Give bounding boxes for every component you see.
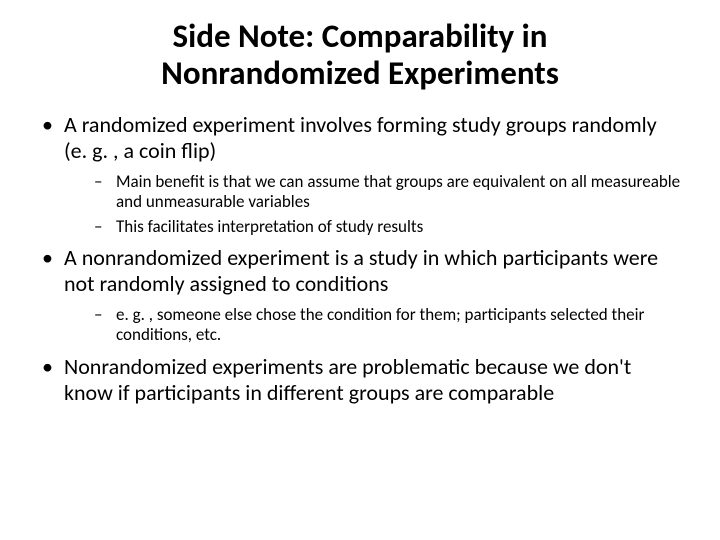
slide-container: Side Note: Comparability in Nonrandomize… [0,0,720,540]
bullet-1-sub-1: Main benefit is that we can assume that … [64,172,684,213]
bullet-1-sublist: Main benefit is that we can assume that … [64,172,684,237]
bullet-2-sub-1: e. g. , someone else chose the condition… [64,305,684,346]
bullet-3-text: Nonrandomized experiments are problemati… [64,353,631,406]
bullet-1-sub-2: This facilitates interpretation of study… [64,217,684,237]
slide-title: Side Note: Comparability in Nonrandomize… [36,18,684,92]
bullet-1: A randomized experiment involves forming… [36,112,684,237]
bullet-2: A nonrandomized experiment is a study in… [36,245,684,346]
bullet-2-text: A nonrandomized experiment is a study in… [64,244,658,297]
bullet-3: Nonrandomized experiments are problemati… [36,354,684,406]
bullet-1-text: A randomized experiment involves forming… [64,111,657,164]
bullet-2-sublist: e. g. , someone else chose the condition… [64,305,684,346]
bullet-list: A randomized experiment involves forming… [36,112,684,406]
